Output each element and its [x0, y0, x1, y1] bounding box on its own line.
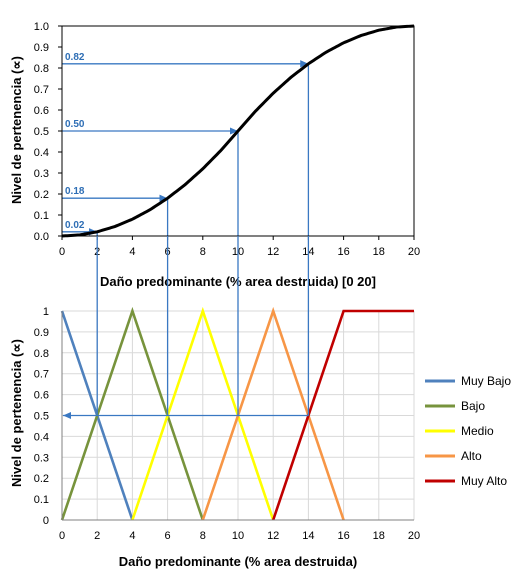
annotation-label: 0.02	[65, 220, 85, 231]
bottom-y-tick-label: 0.4	[34, 431, 49, 443]
bottom-x-tick-label: 10	[232, 530, 244, 542]
bottom-x-tick-label: 16	[337, 530, 349, 542]
legend-label: Alto	[461, 449, 482, 463]
bottom-x-tick-label: 4	[129, 530, 135, 542]
top-y-tick-label: 0.5	[34, 126, 49, 138]
top-x-tick-label: 8	[200, 246, 206, 258]
series-line-alto	[201, 306, 345, 521]
legend: Muy Bajo Bajo Medio Alto Muy Alto	[425, 374, 511, 488]
legend-label: Bajo	[461, 399, 485, 413]
top-y-tick-label: 0.1	[34, 210, 49, 222]
bottom-x-axis-title: Daño predominante (% area destruida)	[119, 554, 357, 569]
bottom-y-tick-label: 0	[43, 515, 49, 527]
top-y-tick-label: 0.9	[34, 42, 49, 54]
series-line-bajo	[60, 306, 205, 521]
top-x-tick-label: 20	[408, 246, 420, 258]
annotation-label: 0.82	[65, 52, 85, 63]
series-line-muy-alto	[271, 309, 414, 521]
top-membership-curve	[61, 24, 415, 238]
bottom-x-ticks: 0 2 4 6 8 10 12 14 16 18 20	[59, 530, 420, 542]
series-line-medio	[131, 306, 275, 521]
top-x-tick-label: 4	[129, 246, 135, 258]
connector-lines	[63, 236, 310, 420]
annotation-label: 0.18	[65, 186, 85, 197]
top-y-tick-label: 0.8	[34, 63, 49, 75]
top-x-tick-label: 0	[59, 246, 65, 258]
bottom-x-tick-label: 20	[408, 530, 420, 542]
legend-label: Muy Bajo	[461, 374, 511, 388]
bottom-x-tick-label: 8	[200, 530, 206, 542]
top-x-tick-label: 18	[373, 246, 385, 258]
bottom-y-tick-label: 0.9	[34, 327, 49, 339]
legend-label: Muy Alto	[461, 474, 507, 488]
top-x-tick-label: 12	[267, 246, 279, 258]
top-x-tick-label: 16	[337, 246, 349, 258]
bottom-y-axis-title: Nivel de pertenencia (∝)	[9, 339, 24, 487]
annotation-label: 0.50	[65, 119, 85, 130]
bottom-y-tick-label: 0.8	[34, 348, 49, 360]
bottom-y-tick-label: 0.3	[34, 452, 49, 464]
top-y-tick-label: 0.3	[34, 168, 49, 180]
bottom-y-tick-label: 1	[43, 306, 49, 318]
legend-label: Medio	[461, 424, 494, 438]
bottom-y-tick-label: 0.6	[34, 390, 49, 402]
top-y-tick-label: 0.4	[34, 147, 49, 159]
bottom-x-tick-label: 6	[165, 530, 171, 542]
top-annotations: 0.02 0.18 0.50 0.82	[65, 52, 85, 231]
top-y-axis-title: Nivel de pertenencia (∝)	[9, 56, 24, 204]
bottom-y-tick-label: 0.7	[34, 369, 49, 381]
bottom-y-tick-label: 0.2	[34, 473, 49, 485]
bottom-x-tick-label: 18	[373, 530, 385, 542]
top-y-ticks: 0.0 0.1 0.2 0.3 0.4 0.5 0.6 0.7 0.8 0.9 1.0	[34, 21, 62, 243]
bottom-x-tick-label: 2	[94, 530, 100, 542]
top-y-tick-label: 0.7	[34, 84, 49, 96]
bottom-y-ticks: 0 0.1 0.2 0.3 0.4 0.5 0.6 0.7 0.8 0.9 1	[34, 306, 49, 527]
top-guide-lines	[62, 60, 310, 236]
bottom-x-tick-label: 0	[59, 530, 65, 542]
top-y-tick-label: 0.2	[34, 189, 49, 201]
top-y-tick-label: 0.0	[34, 231, 49, 243]
bottom-y-tick-label: 0.5	[34, 411, 49, 423]
bottom-chart: 0 2 4 6 8 10 12 14 16 18 20 00.10.20.30.40.50.60.7…	[9, 236, 511, 569]
top-y-tick-label: 0.6	[34, 105, 49, 117]
bottom-y-tick-label: 0.1	[34, 494, 49, 506]
bottom-x-tick-label: 14	[302, 530, 314, 542]
bottom-x-tick-label: 12	[267, 530, 279, 542]
top-y-tick-label: 1.0	[34, 21, 49, 33]
